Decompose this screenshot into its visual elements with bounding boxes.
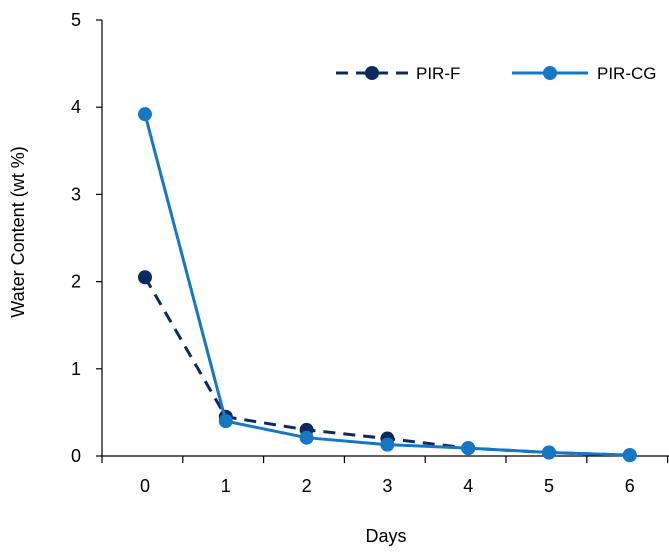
x-tick-label: 6 (625, 476, 635, 496)
x-tick-label: 5 (544, 476, 554, 496)
data-point-pir-cg (461, 441, 476, 456)
data-point-pir-cg (542, 445, 556, 460)
x-axis-title: Days (365, 526, 406, 546)
x-tick-label: 1 (221, 476, 231, 496)
y-axis-title: Water Content (wt %) (8, 146, 28, 317)
x-tick-label: 4 (463, 476, 473, 496)
data-point-pir-f (138, 270, 152, 285)
legend: PIR-F PIR-CG (336, 64, 657, 83)
legend-marker-pir-f (365, 66, 379, 80)
data-point-pir-cg (138, 107, 152, 122)
y-tick-label: 2 (71, 272, 81, 292)
data-point-pir-cg (380, 437, 395, 452)
data-point-pir-cg (218, 414, 233, 429)
x-tick-label: 0 (140, 476, 150, 496)
x-tick-label: 3 (382, 476, 392, 496)
data-point-pir-cg (622, 448, 637, 463)
y-tick-label: 3 (71, 184, 81, 204)
axes: 0 1 2 3 4 5 0 1 2 3 4 5 6 (71, 10, 669, 496)
y-tick-label: 1 (71, 359, 81, 379)
y-tick-label: 5 (71, 10, 81, 30)
data-point-pir-cg (299, 430, 314, 445)
legend-label-pir-cg: PIR-CG (597, 64, 657, 83)
series-line-pir-f (143, 276, 630, 457)
legend-marker-pir-cg (543, 66, 557, 80)
x-tick-label: 2 (302, 476, 312, 496)
y-tick-label: 4 (71, 97, 81, 117)
legend-label-pir-f: PIR-F (416, 64, 460, 83)
series-layer (138, 107, 637, 463)
y-tick-label: 0 (71, 446, 81, 466)
